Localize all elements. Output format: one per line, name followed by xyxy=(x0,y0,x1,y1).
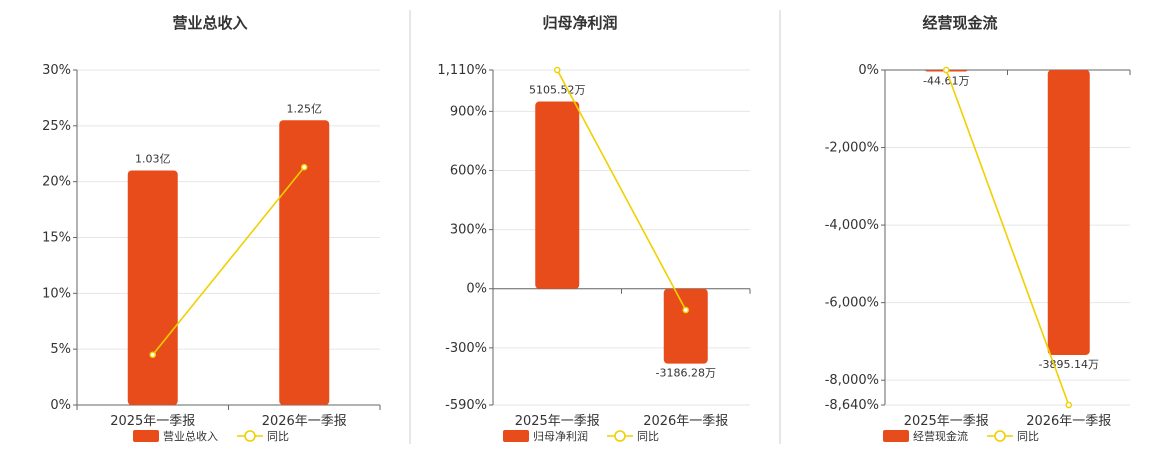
chart3-category-label: 2025年一季报 xyxy=(904,414,989,429)
chart2-yoy-line xyxy=(556,69,687,311)
chart2-legend-bar-swatch xyxy=(503,430,529,442)
chart3-yoy-point xyxy=(942,66,950,74)
chart2-y-tick-label: -300% xyxy=(445,341,487,356)
chart1-y-tick-label: 20% xyxy=(42,175,71,190)
chart1-y-tick-label: 5% xyxy=(50,342,71,357)
chart1-y-tick-label: 10% xyxy=(42,286,71,301)
chart3-y-tick-label: -4,000% xyxy=(825,218,879,233)
chart2-bar xyxy=(535,101,580,289)
chart1-y-tick-label: 15% xyxy=(42,231,71,246)
chart1-category-label: 2025年一季报 xyxy=(110,414,195,429)
chart1-y-tick-label: 25% xyxy=(42,119,71,134)
chart3-legend-line-label: 同比 xyxy=(1017,430,1039,443)
chart2-yoy-point xyxy=(682,306,690,314)
chart3-y-tick-label: -8,000% xyxy=(825,373,879,388)
chart3-bar-value-label: -44.61万 xyxy=(923,75,969,88)
chart1-legend-line-marker xyxy=(244,430,256,442)
chart3-y-tick-label: -2,000% xyxy=(825,141,879,156)
chart3-legend-line-marker xyxy=(994,430,1006,442)
chart1-bar xyxy=(279,120,330,405)
chart1-bar-value-label: 1.03亿 xyxy=(135,153,171,166)
chart1-y-tick-label: 30% xyxy=(42,63,71,78)
chart2-y-tick-label: 1,110% xyxy=(437,63,487,78)
chart3-title: 经营现金流 xyxy=(922,14,997,32)
chart3-legend-bar-swatch xyxy=(883,430,909,442)
chart2-category-label: 2025年一季报 xyxy=(515,414,600,429)
chart3-bar-value-label: -3895.14万 xyxy=(1039,358,1099,371)
chart2-y-tick-label: -590% xyxy=(445,398,487,413)
chart1-category-label: 2026年一季报 xyxy=(262,414,347,429)
chart1-yoy-line xyxy=(152,166,305,356)
chart2-bar-value-label: 5105.52万 xyxy=(529,84,586,97)
chart3-y-tick-label: -6,000% xyxy=(825,296,879,311)
chart1-yoy-point xyxy=(149,351,157,359)
chart1-yoy-point xyxy=(300,163,308,171)
chart3-legend-bar-label: 经营现金流 xyxy=(913,429,968,443)
chart1-bar-value-label: 1.25亿 xyxy=(287,102,323,115)
chart1-y-tick-label: 0% xyxy=(50,398,71,413)
chart2-legend-line-marker xyxy=(614,430,626,442)
chart2-category-label: 2026年一季报 xyxy=(643,414,728,429)
chart3-bar xyxy=(1047,70,1090,355)
chart2-y-tick-label: 300% xyxy=(450,223,487,238)
chart2-y-tick-label: 600% xyxy=(450,164,487,179)
chart2-y-tick-label: 900% xyxy=(450,104,487,119)
chart3-yoy-point xyxy=(1065,401,1073,409)
chart1-title: 营业总收入 xyxy=(172,14,247,32)
chart3-category-label: 2026年一季报 xyxy=(1026,414,1111,429)
chart2-title: 归母净利润 xyxy=(542,14,617,32)
chart1-legend-bar-label: 营业总收入 xyxy=(163,429,218,443)
chart2-bar-value-label: -3186.28万 xyxy=(656,367,716,380)
chart2-yoy-point xyxy=(553,66,561,74)
chart1-bar xyxy=(127,170,178,405)
chart1-legend-line-label: 同比 xyxy=(267,430,289,443)
chart1-legend-bar-swatch xyxy=(133,430,159,442)
chart3-y-tick-label: 0% xyxy=(858,63,879,78)
chart2-legend-line-label: 同比 xyxy=(637,430,659,443)
chart3-yoy-line xyxy=(945,69,1070,406)
chart2-bar xyxy=(663,288,708,364)
chart3-y-tick-label: -8,640% xyxy=(825,398,879,413)
chart2-legend-bar-label: 归母净利润 xyxy=(533,429,588,443)
chart2-y-tick-label: 0% xyxy=(466,282,487,297)
